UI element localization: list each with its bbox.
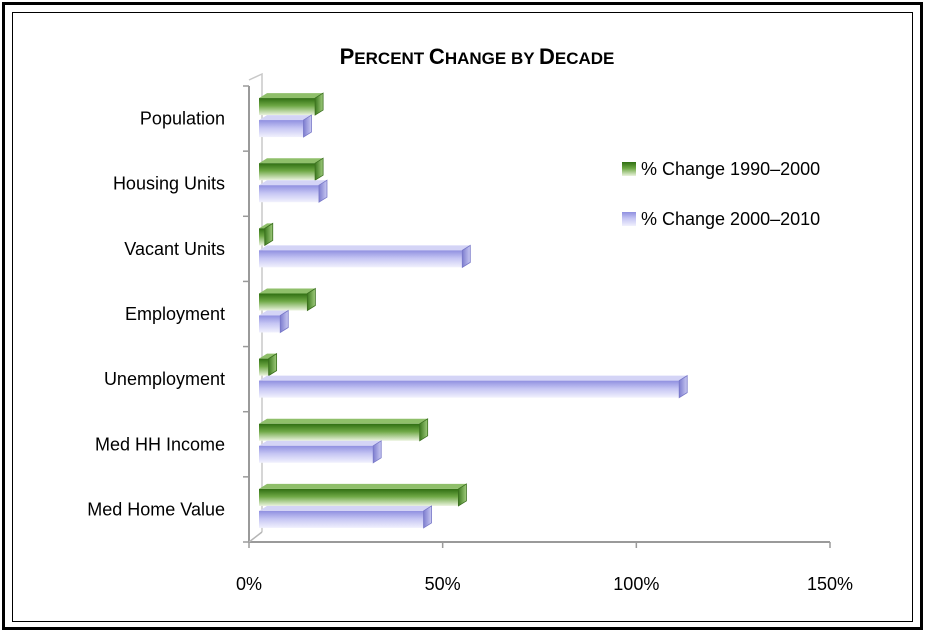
legend-swatch	[622, 212, 636, 226]
bar-front-face	[259, 510, 424, 528]
bar-front-face	[259, 163, 316, 181]
bar-front-face	[259, 358, 269, 376]
bar	[259, 483, 467, 507]
bar	[259, 157, 324, 181]
bar-top-face	[259, 93, 324, 99]
legend-swatch	[622, 162, 636, 176]
bar-top-face	[259, 115, 312, 121]
bar-end-cap	[461, 244, 471, 269]
legend-label: % Change 1990–2000	[641, 159, 820, 179]
chart-title: PERCENT CHANGE BY DECADE	[340, 44, 615, 69]
bar-end-cap	[372, 440, 382, 464]
category-label: Unemployment	[104, 369, 225, 389]
bar-front-face	[259, 423, 420, 441]
bar-end-cap	[419, 418, 429, 442]
bar-front-face	[259, 380, 680, 398]
bar-top-face	[259, 245, 471, 251]
bar-end-cap	[303, 114, 312, 138]
bar	[259, 440, 382, 464]
bar-front-face	[259, 98, 316, 116]
bar-top-face	[259, 353, 277, 359]
category-label: Employment	[125, 304, 225, 324]
x-tick-label: 0%	[236, 574, 262, 594]
category-label: Med HH Income	[95, 434, 225, 454]
category-label: Med Home Value	[87, 499, 225, 519]
bars	[259, 92, 688, 529]
bar-front-face	[259, 488, 459, 506]
bar	[259, 114, 312, 138]
bar-end-cap	[306, 287, 316, 312]
bar	[259, 418, 429, 442]
bar-end-cap	[279, 309, 289, 334]
axes	[243, 72, 831, 548]
bar-top-face	[259, 440, 382, 446]
category-label: Housing Units	[113, 174, 225, 194]
bar	[259, 179, 328, 203]
bar	[259, 244, 471, 269]
bar	[259, 352, 278, 377]
x-tick-labels: 0% 50% 100% 150%	[236, 574, 853, 594]
bar-top-face	[259, 223, 273, 229]
floor-edge	[248, 531, 263, 543]
bar-end-cap	[314, 157, 324, 181]
bar-front-face	[259, 315, 281, 333]
x-tick-label: 150%	[807, 574, 853, 594]
bar-top-face	[259, 418, 428, 424]
x-tick-label: 50%	[425, 574, 461, 594]
bar-top-face	[259, 158, 324, 164]
bar-end-cap	[678, 374, 688, 399]
bar-top-face	[259, 288, 316, 294]
chart-inner-border	[12, 12, 913, 622]
bar	[259, 92, 324, 116]
category-labels: Population Housing Units Vacant Units Emplo…	[87, 109, 225, 520]
x-tick-label: 100%	[613, 574, 659, 594]
bar-front-face	[259, 120, 304, 138]
bar-front-face	[259, 293, 308, 311]
legend: % Change 1990–2000 % Change 2000–2010	[622, 159, 820, 229]
bar-end-cap	[268, 352, 278, 377]
bar-top-face	[259, 483, 467, 489]
bar-top-face	[259, 505, 432, 511]
bar	[259, 309, 289, 334]
bar-end-cap	[423, 505, 432, 529]
y-tick-marks	[243, 85, 249, 543]
bar-end-cap	[318, 179, 328, 203]
category-label: Vacant Units	[124, 239, 225, 259]
bar	[259, 505, 432, 529]
bar-front-face	[259, 250, 463, 268]
bar-front-face	[259, 445, 374, 463]
bar-front-face	[259, 185, 319, 203]
x-tick-marks	[248, 542, 831, 548]
bar	[259, 374, 688, 399]
bar	[259, 222, 274, 247]
legend-label: % Change 2000–2010	[641, 209, 820, 229]
bar-end-cap	[458, 483, 467, 507]
bar-top-face	[259, 375, 688, 381]
bar-end-cap	[314, 92, 324, 116]
bar-front-face	[259, 228, 265, 246]
bar	[259, 287, 316, 312]
bar-end-cap	[264, 222, 274, 247]
bar-top-face	[259, 180, 327, 186]
bar-top-face	[259, 310, 289, 316]
category-label: Population	[140, 109, 225, 129]
